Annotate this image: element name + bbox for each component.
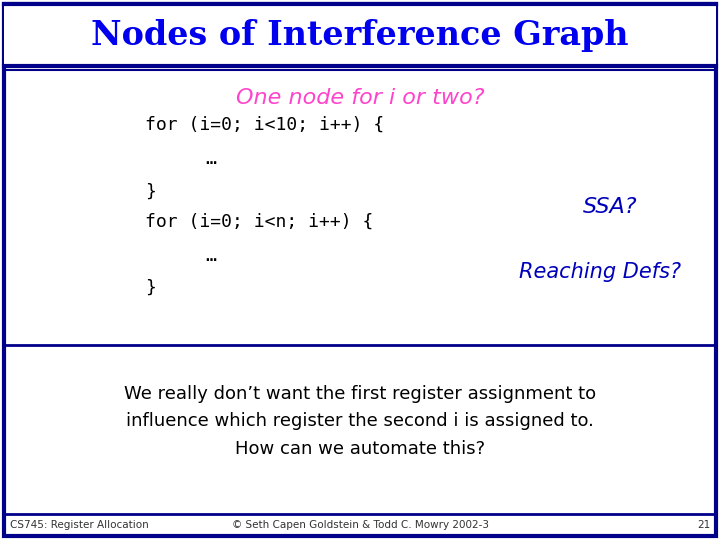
- Text: …: …: [205, 247, 216, 265]
- Text: Nodes of Interference Graph: Nodes of Interference Graph: [91, 18, 629, 51]
- Text: One node for i or two?: One node for i or two?: [235, 88, 485, 108]
- Text: for (i=0; i<10; i++) {: for (i=0; i<10; i++) {: [145, 116, 384, 134]
- Text: We really don’t want the first register assignment to
influence which register t: We really don’t want the first register …: [124, 384, 596, 458]
- Text: }: }: [145, 183, 156, 201]
- Text: © Seth Capen Goldstein & Todd C. Mowry 2002-3: © Seth Capen Goldstein & Todd C. Mowry 2…: [232, 520, 488, 530]
- Text: SSA?: SSA?: [582, 197, 637, 217]
- Text: …: …: [205, 150, 216, 168]
- Text: }: }: [145, 279, 156, 297]
- Bar: [4, 4, 716, 66]
- Text: CS745: Register Allocation: CS745: Register Allocation: [10, 520, 149, 530]
- Text: for (i=0; i<n; i++) {: for (i=0; i<n; i++) {: [145, 213, 374, 231]
- Text: Reaching Defs?: Reaching Defs?: [519, 262, 681, 282]
- Text: 21: 21: [697, 520, 710, 530]
